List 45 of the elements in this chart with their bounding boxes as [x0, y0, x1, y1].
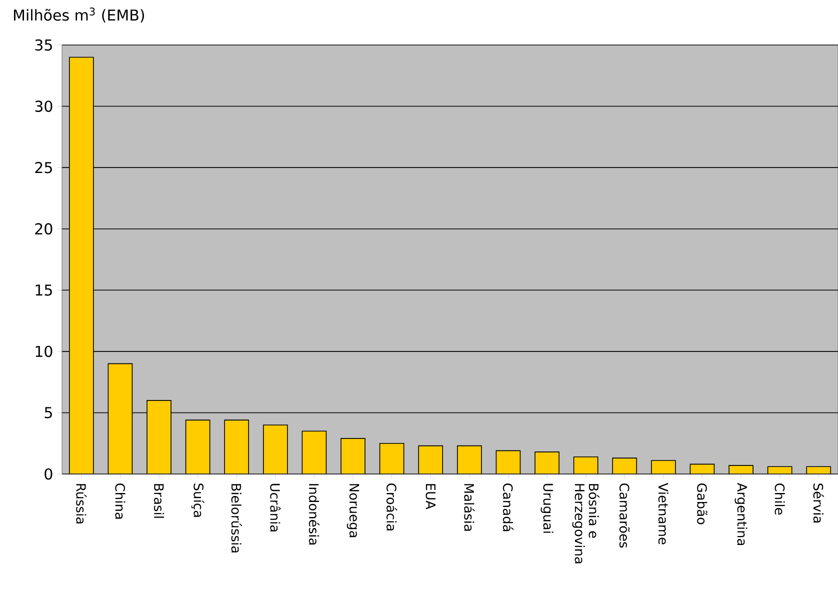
x-tick-label: Uruguai [540, 484, 554, 533]
y-axis-title: Milhões m$^{3}$ (EMB) [14, 8, 144, 23]
x-tick-label: Ucrânia [270, 484, 281, 532]
x-tick-label: Indonésia [308, 484, 320, 544]
bar [108, 363, 133, 474]
bar [457, 445, 482, 474]
y-tick-label: 10 [36, 346, 52, 358]
x-tick-label: Sérvia [813, 484, 824, 522]
x-tick-label: Camarões [619, 484, 630, 548]
y-tick-label: 20 [35, 223, 52, 235]
x-tick-label: Rússia [76, 484, 87, 524]
bar [185, 420, 210, 474]
x-tick-label: Brasil [154, 484, 164, 518]
x-tick-label: Suíça [191, 484, 204, 517]
y-tick-label: 15 [36, 284, 52, 296]
bar [69, 56, 94, 474]
bar [302, 430, 327, 474]
y-tick-label: 5 [44, 407, 52, 418]
bar [573, 456, 598, 474]
bar [612, 458, 638, 474]
x-tick-label: Croácia [386, 484, 398, 530]
y-tick-label: 30 [35, 100, 52, 112]
bar [418, 445, 444, 474]
x-tick-label: Canadá [502, 484, 514, 532]
x-tick-label: Chile [774, 484, 785, 515]
bar [690, 464, 714, 474]
bar [146, 400, 172, 474]
x-tick-label: Bósnia e Herzegovina [572, 484, 600, 564]
x-tick-label: EUA [426, 484, 436, 510]
bar [496, 450, 521, 474]
x-tick-label: China [115, 484, 126, 519]
y-tick-label: 25 [35, 162, 52, 174]
y-tick-label: 0 [44, 468, 52, 480]
x-tick-label: Argentina [734, 482, 748, 546]
x-tick-label: Gabão [697, 484, 708, 524]
bar [379, 442, 404, 474]
x-tick-label: Bielorússia [231, 484, 242, 552]
x-tick-label: Vietname [658, 482, 668, 544]
bar [340, 438, 366, 474]
x-tick-label: Malásia [464, 484, 475, 531]
bar [534, 452, 560, 474]
x-tick-label: Noruega [346, 484, 360, 538]
bar [224, 420, 249, 474]
y-tick-label: 35 [35, 39, 52, 51]
bar [263, 424, 288, 474]
